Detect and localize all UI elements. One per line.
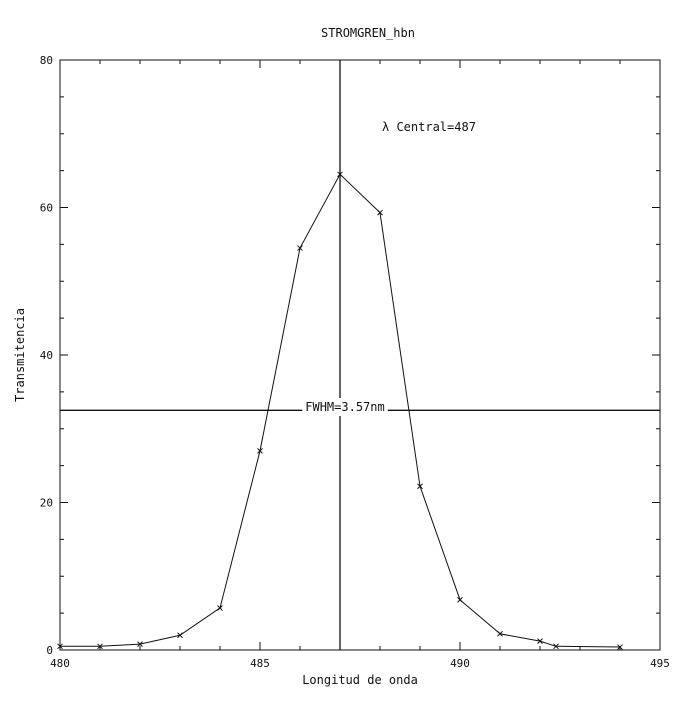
chart-title: STROMGREN_hbn (321, 26, 415, 40)
data-point (217, 605, 223, 611)
x-axis-ticks: 480 485 490 495 (50, 60, 670, 670)
x-tick-label: 490 (450, 657, 470, 670)
y-tick-label: 0 (46, 644, 53, 657)
series-markers (57, 171, 623, 650)
y-axis-label: Transmitencia (13, 308, 27, 402)
data-point (497, 630, 503, 637)
data-point (137, 641, 143, 647)
data-point (617, 644, 623, 650)
y-tick-label: 60 (40, 202, 53, 215)
x-tick-label: 480 (50, 657, 70, 670)
y-tick-label: 40 (40, 349, 53, 362)
x-axis-label: Longitud de onda (302, 673, 418, 687)
data-point (553, 643, 559, 650)
fwhm-annotation: FWHM=3.57nm (305, 400, 384, 414)
data-point (537, 638, 543, 645)
fwhm-label-background (302, 398, 388, 416)
data-point (457, 596, 463, 603)
y-axis-ticks: 0 20 40 60 80 (40, 54, 660, 657)
data-point (297, 245, 303, 251)
data-point (377, 209, 383, 216)
x-tick-label: 495 (650, 657, 670, 670)
data-point (97, 643, 103, 650)
data-point (257, 448, 263, 454)
x-tick-label: 485 (250, 657, 270, 670)
plot-frame (59, 59, 661, 651)
data-point (57, 643, 63, 650)
data-point (337, 171, 343, 178)
central-wavelength-annotation: λ Central=487 (382, 120, 476, 134)
data-point (417, 483, 423, 490)
y-tick-label: 20 (40, 497, 53, 510)
data-point (177, 632, 183, 639)
y-tick-label: 80 (40, 54, 53, 67)
